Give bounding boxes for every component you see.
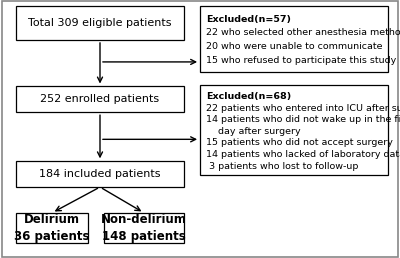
FancyBboxPatch shape (200, 6, 388, 72)
Text: Non-delirium
148 patients: Non-delirium 148 patients (101, 213, 187, 243)
Text: 22 who selected other anesthesia method: 22 who selected other anesthesia method (206, 28, 400, 37)
Text: 252 enrolled patients: 252 enrolled patients (40, 94, 160, 104)
Text: 184 included patients: 184 included patients (39, 169, 161, 179)
Text: 14 patients who did not wake up in the first: 14 patients who did not wake up in the f… (206, 115, 400, 124)
Text: 15 patients who did not accept surgery: 15 patients who did not accept surgery (206, 138, 393, 147)
FancyBboxPatch shape (200, 85, 388, 175)
Text: 20 who were unable to communicate: 20 who were unable to communicate (206, 42, 382, 51)
Text: 14 patients who lacked of laboratory data: 14 patients who lacked of laboratory dat… (206, 150, 400, 159)
Text: Excluded(n=68): Excluded(n=68) (206, 92, 291, 101)
Text: 22 patients who entered into ICU after surgery: 22 patients who entered into ICU after s… (206, 104, 400, 113)
FancyBboxPatch shape (16, 213, 88, 243)
FancyBboxPatch shape (16, 161, 184, 187)
Text: day after surgery: day after surgery (206, 127, 301, 136)
Text: 3 patients who lost to follow-up: 3 patients who lost to follow-up (206, 162, 358, 171)
Text: 15 who refused to participate this study: 15 who refused to participate this study (206, 56, 396, 65)
Text: Delirium
36 patients: Delirium 36 patients (14, 213, 90, 243)
Text: Total 309 eligible patients: Total 309 eligible patients (28, 18, 172, 28)
FancyBboxPatch shape (16, 86, 184, 112)
FancyBboxPatch shape (16, 6, 184, 40)
FancyBboxPatch shape (104, 213, 184, 243)
Text: Excluded(n=57): Excluded(n=57) (206, 15, 291, 24)
